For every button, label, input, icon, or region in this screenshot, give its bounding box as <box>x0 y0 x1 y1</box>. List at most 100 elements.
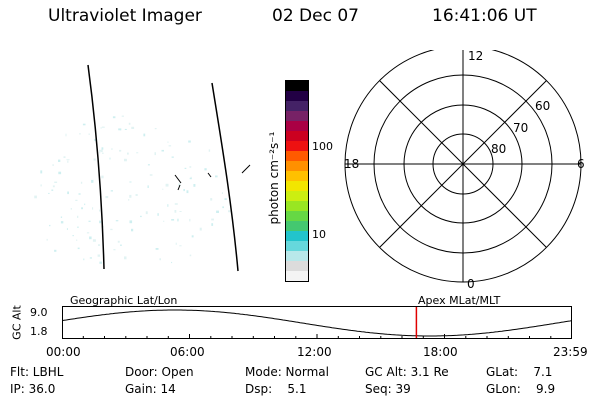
speckle <box>168 145 172 147</box>
seq-info: Seq: 39 <box>365 382 411 396</box>
speckle <box>208 149 211 152</box>
colorbar-segment <box>286 161 308 171</box>
speckle <box>92 239 96 242</box>
speckle <box>40 184 42 187</box>
speckle <box>221 192 223 194</box>
speckle <box>204 168 207 171</box>
speckle <box>63 156 66 158</box>
colorbar <box>285 80 309 282</box>
speckle <box>67 160 69 163</box>
speckle <box>135 194 138 196</box>
speckle <box>99 149 102 152</box>
speckle <box>94 138 97 142</box>
speckle <box>79 133 81 135</box>
colorbar-segment <box>286 221 308 231</box>
time-tick-2359: 23:59 <box>553 345 588 359</box>
speckle <box>163 220 165 222</box>
lat-label-60: 60 <box>535 99 550 113</box>
speckle <box>105 196 109 199</box>
speckle <box>128 199 130 201</box>
speckle <box>75 199 78 201</box>
speckle <box>127 152 129 155</box>
polar-diagonal <box>379 80 547 248</box>
speckle <box>179 245 182 247</box>
speckle <box>113 249 116 251</box>
coast-fragment <box>177 184 181 191</box>
speckle <box>124 256 127 260</box>
speckle <box>188 140 191 143</box>
speckle <box>222 206 224 209</box>
mlt-label-6: 6 <box>577 157 585 171</box>
orbit-ylabel: GC Alt <box>10 305 24 340</box>
speckle <box>171 156 174 158</box>
speckle <box>97 254 100 257</box>
speckle <box>147 164 150 166</box>
speckle <box>82 123 86 126</box>
speckle <box>40 170 43 174</box>
speckle <box>147 185 149 188</box>
app-title: Ultraviolet Imager <box>48 6 202 26</box>
speckle <box>58 159 61 162</box>
speckle <box>54 249 57 252</box>
speckle <box>99 220 102 224</box>
speckle <box>99 261 102 264</box>
speckle <box>143 133 146 137</box>
speckle <box>118 128 122 131</box>
speckle <box>110 190 113 192</box>
time-tick-0000: 00:00 <box>46 345 81 359</box>
uv-image-panel <box>34 64 251 272</box>
speckle <box>120 244 122 246</box>
speckle <box>186 190 189 194</box>
speckle <box>165 183 169 187</box>
speckle <box>67 191 69 195</box>
speckle <box>157 213 159 216</box>
colorbar-segment <box>286 201 308 211</box>
colorbar-segment <box>286 91 308 101</box>
speckle <box>52 185 55 188</box>
speckle <box>171 261 173 264</box>
speckle <box>199 227 202 231</box>
speckle <box>109 157 111 160</box>
speckle <box>128 122 131 125</box>
speckle <box>159 258 161 261</box>
speckle <box>129 220 133 224</box>
colorbar-segment <box>286 171 308 181</box>
speckle <box>66 159 70 161</box>
speckle <box>193 184 196 187</box>
speckle <box>76 239 78 241</box>
speckle <box>89 257 92 259</box>
speckle <box>77 226 79 228</box>
speckle <box>189 166 192 168</box>
door-info: Door: Open <box>125 365 194 379</box>
speckle <box>52 164 54 166</box>
speckle <box>110 228 113 231</box>
speckle <box>177 218 179 222</box>
speckle <box>155 248 159 250</box>
speckle <box>228 210 231 213</box>
polar-plot: 12 6 0 18 60 70 80 <box>344 50 585 290</box>
speckle <box>216 210 219 213</box>
coast-fragment <box>241 164 251 174</box>
speckle <box>129 181 132 183</box>
speckle <box>189 177 192 180</box>
speckle <box>100 127 102 129</box>
time-tick-0600: 06:00 <box>170 345 205 359</box>
colorbar-segment <box>286 271 308 281</box>
speckle <box>154 128 157 130</box>
colorbar-segment <box>286 131 308 141</box>
colorbar-segment <box>286 151 308 161</box>
coast-fragment <box>174 174 182 184</box>
speckle <box>140 215 142 218</box>
colorbar-tick-10: 10 <box>312 228 326 241</box>
speckle <box>89 236 92 240</box>
speckle <box>115 220 119 222</box>
speckle <box>92 207 94 210</box>
speckle <box>99 209 101 212</box>
gain-info: Gain: 14 <box>125 382 176 396</box>
speckle <box>211 223 214 226</box>
colorbar-segment <box>286 251 308 261</box>
lat-label-70: 70 <box>513 121 528 135</box>
speckle <box>81 207 83 210</box>
speckle <box>80 181 83 184</box>
speckle <box>179 211 182 212</box>
